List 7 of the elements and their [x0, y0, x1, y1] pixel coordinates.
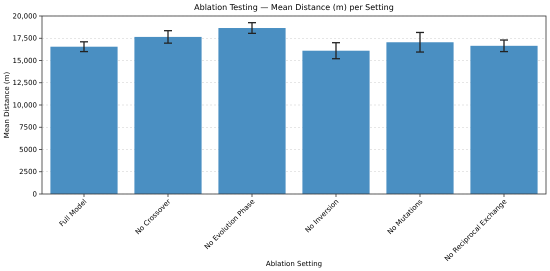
chart-title: Ablation Testing — Mean Distance (m) per Setting	[194, 3, 394, 12]
bar	[218, 28, 286, 194]
bar	[386, 42, 454, 194]
bar	[302, 50, 370, 194]
bar	[470, 46, 538, 194]
bar	[134, 36, 202, 194]
bar	[50, 46, 118, 194]
